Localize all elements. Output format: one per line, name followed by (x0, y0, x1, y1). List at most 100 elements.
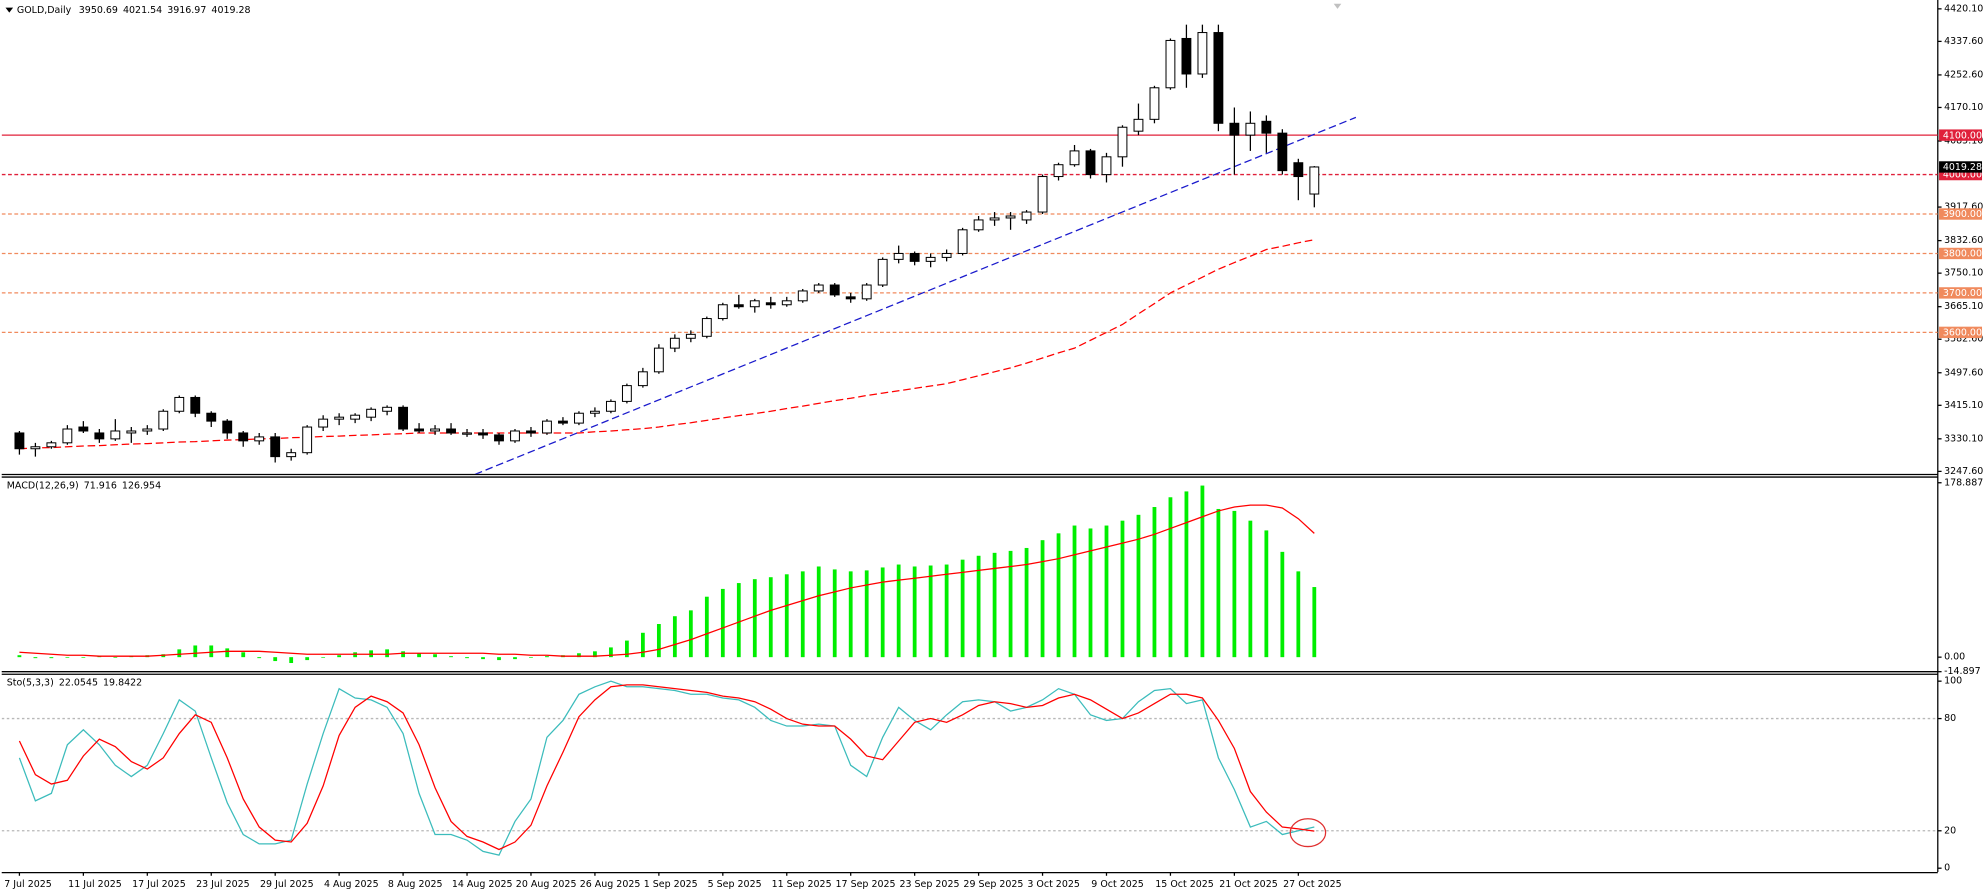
level-label-box (1939, 129, 1983, 141)
macd-bar (1136, 514, 1141, 658)
candle-body (781, 300, 792, 306)
candle-body (1037, 176, 1048, 213)
candle-body (1021, 211, 1032, 221)
level-label-box (1939, 287, 1983, 299)
macd-bar (33, 657, 38, 659)
candle-body (126, 430, 137, 434)
main-plot (1, 24, 1938, 474)
y-tick-label: 3247.60 (1944, 466, 1983, 477)
x-tick-label: 21 Oct 2025 (1219, 879, 1278, 890)
macd-bar (912, 566, 917, 658)
macd-bar (113, 657, 118, 658)
menu-arrow (5, 7, 14, 13)
signal-value: 126.954 (122, 480, 161, 491)
macd-bar (17, 655, 22, 658)
candle-body (174, 396, 185, 412)
macd-bar (337, 655, 342, 658)
sto-line (18, 680, 1315, 856)
symbol-title: GOLD,Daily (17, 5, 72, 16)
y-tick-label: 100 (1944, 676, 1962, 687)
open-value: 3950.69 (79, 5, 118, 16)
macd-bar (704, 596, 709, 658)
x-tick-label: 20 Aug 2025 (516, 879, 577, 890)
x-tick-label: 7 Jul 2025 (4, 879, 52, 890)
macd-bar (625, 640, 629, 658)
candle-body (941, 252, 952, 258)
candle-body (574, 412, 584, 424)
candle-body (1085, 150, 1096, 176)
x-tick-label: 1 Sep 2025 (644, 879, 698, 890)
macd-bar (944, 564, 949, 658)
candle-body (110, 430, 121, 440)
y-tick-label: -14.897 (1944, 666, 1981, 677)
macd-bar (1296, 571, 1301, 658)
x-tick-label: 5 Sep 2025 (708, 879, 762, 890)
x-tick-label: 17 Jul 2025 (132, 879, 186, 890)
macd-bar (609, 647, 613, 658)
candle-body (62, 428, 73, 444)
candle-body (685, 333, 696, 339)
sto-plot (1, 680, 1938, 856)
candle-body (893, 252, 904, 260)
candle-body (637, 371, 648, 387)
candle-body (494, 434, 504, 442)
macd-bar (401, 651, 405, 658)
macd-bar (784, 574, 789, 658)
candle-body (510, 430, 520, 442)
sto-title: Sto(5,3,3) (7, 677, 54, 688)
y-tick-label: 3330.10 (1944, 433, 1983, 444)
y-tick-label: 0.00 (1944, 652, 1965, 663)
candle-body (1101, 156, 1112, 176)
y-tick-label: 4252.60 (1944, 69, 1983, 80)
price-label: 4019.28 (1943, 162, 1982, 173)
candle-body (398, 406, 409, 430)
macd-bar (65, 657, 70, 658)
candle-body (206, 412, 217, 422)
candle-body (350, 414, 361, 420)
candle-body (1181, 37, 1192, 75)
candle-body (302, 426, 313, 454)
macd-bar (848, 571, 853, 658)
x-tick-label: 9 Oct 2025 (1091, 879, 1144, 890)
candle-body (414, 428, 425, 432)
y-tick-label: 3832.60 (1944, 235, 1983, 246)
signal-line (19, 504, 1315, 657)
macd-bar (1072, 525, 1077, 658)
candle-body (142, 428, 153, 432)
macd-bar (225, 648, 230, 658)
candle-body (621, 385, 632, 402)
candle-body (1277, 132, 1288, 172)
macd-bar (513, 657, 517, 660)
candle-body (1053, 164, 1064, 178)
macd-title: MACD(12,26,9) (7, 480, 79, 491)
macd-bar (529, 657, 533, 658)
y-tick-label: 4085.10 (1944, 135, 1983, 146)
y-tick-label: 3497.60 (1944, 367, 1983, 378)
candle-body (1117, 126, 1128, 158)
candle-body (462, 432, 472, 435)
chart-header: GOLD,Daily 3950.69 4021.54 3916.97 4019.28 (17, 5, 251, 16)
trend-line (474, 116, 1357, 474)
candle-body (78, 426, 89, 432)
macd-bar (465, 657, 469, 659)
price-label-box (1939, 161, 1983, 173)
x-tick-label: 11 Sep 2025 (772, 879, 832, 890)
y-tick-label: 3665.10 (1944, 301, 1983, 312)
y-tick-label: 4170.10 (1944, 102, 1983, 113)
x-tick-label: 4 Aug 2025 (324, 879, 379, 890)
x-tick-label: 14 Aug 2025 (452, 879, 513, 890)
macd-bar (545, 656, 549, 658)
macd-bar (481, 657, 485, 660)
candle-body (1069, 150, 1080, 166)
macd-bar (497, 657, 501, 661)
y-tick-label: 20 (1944, 825, 1956, 836)
candle-body (318, 418, 329, 428)
macd-bar (880, 567, 885, 658)
macd-bar (1216, 508, 1221, 658)
y-tick-label: 3917.60 (1944, 202, 1983, 213)
candle-body (1005, 215, 1016, 219)
x-tick-label: 11 Jul 2025 (68, 879, 122, 890)
candle-body (430, 428, 440, 432)
macd-bar (1104, 525, 1109, 658)
